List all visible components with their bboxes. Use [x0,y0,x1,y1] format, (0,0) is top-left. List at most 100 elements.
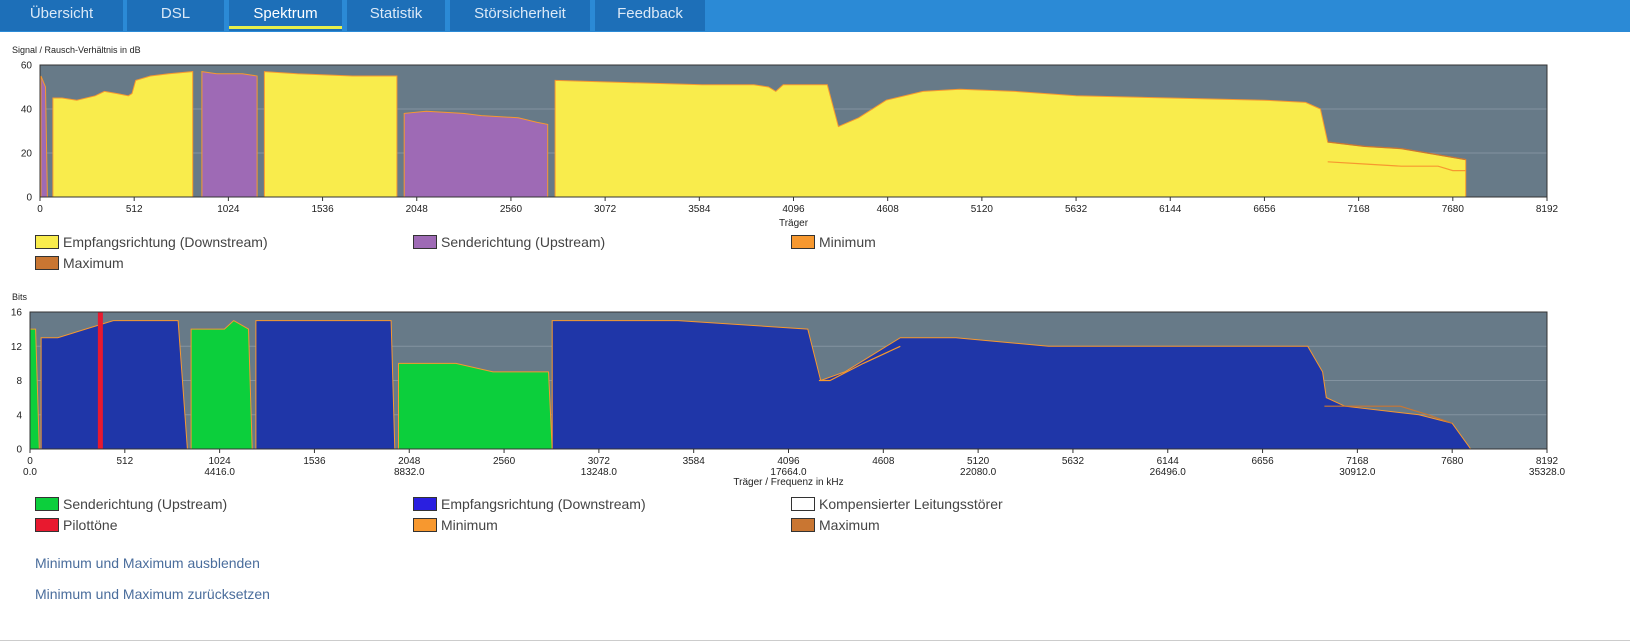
series-line [1324,405,1453,424]
x-tick-label: 4608 [877,204,900,215]
tab-label: Übersicht [29,5,94,22]
x-tick-label: 5120 [967,456,990,467]
series-area [398,362,553,450]
snr-chart-ylabel: Signal / Rausch-Verhältnis in dB [12,45,141,55]
reset-minmax-link[interactable]: Minimum und Maximum zurücksetzen [35,586,270,602]
freq-tick-label: 30912.0 [1339,467,1376,478]
series-area [201,71,258,198]
series-line [1327,141,1466,161]
x-tick-label: 3072 [588,456,611,467]
x-tick-label: 5632 [1065,204,1088,215]
x-tick-label: 3584 [688,204,711,215]
x-tick-label: 6144 [1157,456,1180,467]
legend-swatch [35,256,59,271]
x-tick-label: 4096 [777,456,800,467]
tab-uebersicht[interactable]: Übersicht [0,0,123,31]
legend-label: Empfangsrichtung (Downstream) [441,496,646,512]
series-area [52,71,194,198]
series-area [255,320,396,450]
tab-bar: Übersicht DSL Spektrum Statistik Störsic… [0,0,1630,32]
legend-snr-minimum: Minimum [791,234,876,252]
x-tick-label: 2560 [493,456,516,467]
legend-bits-pilot: Pilottöne [35,517,117,535]
tab-label: Störsicherheit [474,5,566,22]
x-tick-label: 0 [27,456,33,467]
legend-swatch [791,518,815,533]
y-tick-label: 16 [11,308,23,319]
legend-snr-downstream: Empfangsrichtung (Downstream) [35,234,268,252]
tab-dsl[interactable]: DSL [127,0,224,31]
x-tick-label: 4096 [782,204,805,215]
x-tick-label: 4608 [872,456,895,467]
tab-label: DSL [160,5,191,22]
pilot-tone-bar [97,312,103,449]
x-tick-label: 8192 [1536,456,1559,467]
legend-swatch [413,235,437,250]
tab-statistik[interactable]: Statistik [347,0,445,31]
series-area [403,110,549,198]
freq-tick-label: 22080.0 [960,467,997,478]
freq-tick-label: 4416.0 [204,467,235,478]
tab-label: Feedback [617,5,683,22]
x-tick-label: 5632 [1062,456,1085,467]
legend-bits-downstream: Empfangsrichtung (Downstream) [413,496,646,514]
x-tick-label: 0 [37,204,43,215]
snr-chart: 0 20 40 60 0 512 1024 1536 2048 2560 3072 3584 4096 4… [21,61,1559,230]
freq-tick-label: 17664.0 [770,467,807,478]
legend-label: Maximum [63,255,124,271]
legend-label: Minimum [819,234,876,250]
legend-bits-maximum: Maximum [791,517,880,535]
x-tick-label: 2560 [500,204,523,215]
x-tick-label: 512 [116,456,133,467]
freq-tick-label: 8832.0 [394,467,425,478]
legend-snr-maximum: Maximum [35,255,124,273]
y-tick-label: 0 [26,193,32,204]
tab-feedback[interactable]: Feedback [595,0,705,31]
freq-tick-label: 0.0 [23,467,37,478]
x-tick-label: 2048 [406,204,429,215]
x-tick-label: 5120 [971,204,994,215]
x-tick-label: 7680 [1442,204,1465,215]
y-tick-label: 40 [21,105,33,116]
x-tick-label: 3072 [594,204,617,215]
x-tick-label: 1536 [311,204,334,215]
y-tick-label: 20 [21,149,33,160]
series-area [551,320,1472,450]
freq-tick-label: 26496.0 [1150,467,1187,478]
freq-tick-label: 13248.0 [581,467,618,478]
x-axis-label: Träger / Frequenz in kHz [733,477,843,488]
legend-bits-minimum: Minimum [413,517,498,535]
legend-swatch [35,518,59,533]
tab-label: Statistik [369,5,423,22]
legend-swatch [791,497,815,512]
series-line [1327,161,1466,172]
legend-label: Pilottöne [63,517,118,533]
freq-tick-label: 35328.0 [1529,467,1566,478]
tab-spektrum[interactable]: Spektrum [229,0,342,31]
x-tick-label: 3584 [683,456,706,467]
series-area [40,320,188,450]
x-tick-label: 1024 [209,456,232,467]
legend-label: Empfangsrichtung (Downstream) [63,234,268,250]
legend-label: Minimum [441,517,498,533]
x-tick-label: 1536 [303,456,326,467]
x-tick-label: 7168 [1346,456,1369,467]
x-tick-label: 2048 [398,456,421,467]
x-tick-label: 8192 [1536,204,1559,215]
y-tick-label: 12 [11,342,23,353]
x-tick-label: 6656 [1253,204,1276,215]
tab-stoersicherheit[interactable]: Störsicherheit [450,0,590,31]
legend-snr-upstream: Senderichtung (Upstream) [413,234,605,252]
x-axis-label: Träger [779,218,809,229]
tab-label: Spektrum [253,5,318,22]
y-tick-label: 0 [16,445,22,456]
legend-bits-compensated: Kompensierter Leitungsstörer [791,496,1003,514]
legend-label: Maximum [819,517,880,533]
y-tick-label: 8 [16,376,22,387]
x-tick-label: 512 [126,204,143,215]
hide-minmax-link[interactable]: Minimum und Maximum ausblenden [35,555,260,571]
bits-chart-ylabel: Bits [12,292,28,302]
bits-chart: 0 4 8 12 16 0 512 1024 1536 2048 2560 3072 3584 4096 4… [11,308,1566,489]
legend-label: Senderichtung (Upstream) [63,496,228,512]
legend-swatch [413,518,437,533]
